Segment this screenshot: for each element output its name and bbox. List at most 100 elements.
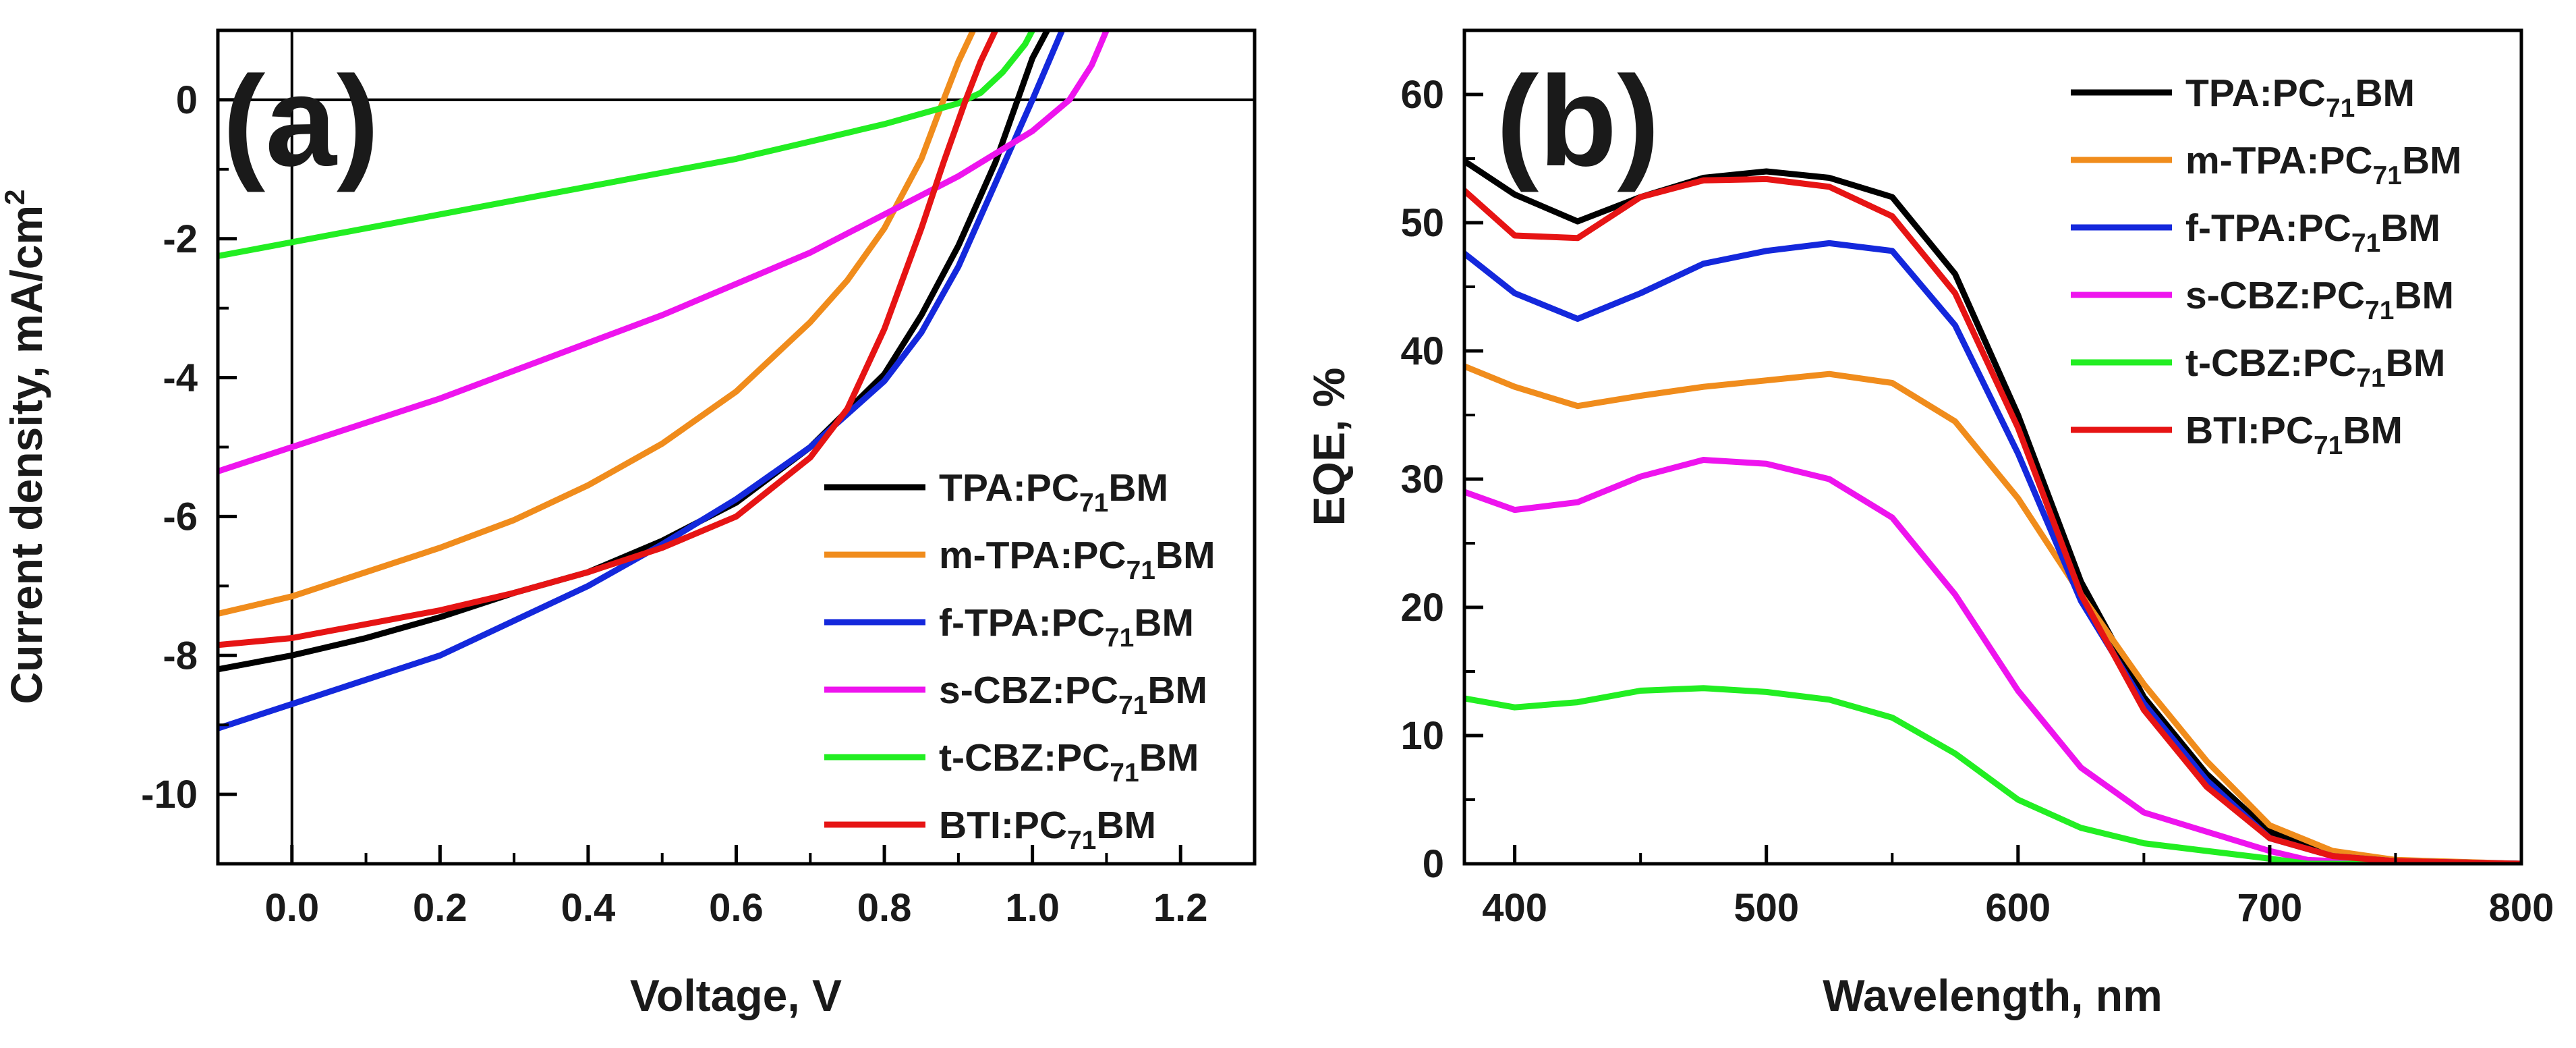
x-tick-label: 800 xyxy=(2489,886,2554,930)
y-axis-title: Current density, mA/cm2 xyxy=(0,190,51,705)
legend-label-main: TPA:PC xyxy=(939,466,1079,509)
legend-label-subscript: 71 xyxy=(1079,489,1108,518)
legend-label-BTI:PC71BM: BTI:PC71BM xyxy=(2185,409,2403,460)
series-line-BTI:PC71BM xyxy=(1464,175,2521,864)
y-tick-label: -8 xyxy=(163,634,198,678)
legend-label-tail: BM xyxy=(2386,341,2446,385)
chart-panel-a: 0.0 0.2 0.4 0.6 0.8 1.0 1.2 0 -2 -4 -6 -8 -10 Voltage… xyxy=(0,28,1257,1020)
series-line-m-TPA:PC71BM xyxy=(218,30,977,617)
legend-label-main: s-CBZ:PC xyxy=(939,669,1118,712)
y-tick-label: 30 xyxy=(1400,458,1444,501)
legend-label-main: m-TPA:PC xyxy=(939,534,1126,577)
y-tick-label: 40 xyxy=(1400,329,1444,373)
legend-label-tail: BM xyxy=(2355,72,2415,115)
legend-label-subscript: 71 xyxy=(2351,229,2380,258)
panel-label: (b) xyxy=(1496,50,1660,193)
y-tick-label: 10 xyxy=(1400,714,1444,758)
legend: TPA:PC71BMm-TPA:PC71BMf-TPA:PC71BMs-CBZ:… xyxy=(824,466,1215,855)
legend-label-f-TPA:PC71BM: f-TPA:PC71BM xyxy=(2185,206,2440,258)
legend-label-subscript: 71 xyxy=(2314,431,2343,460)
series-line-t-CBZ:PC71BM xyxy=(1464,685,2521,864)
legend-label-t-CBZ:PC71BM: t-CBZ:PC71BM xyxy=(2185,341,2445,393)
legend: TPA:PC71BMm-TPA:PC71BMf-TPA:PC71BMs-CBZ:… xyxy=(2071,72,2462,460)
x-axis-title: Voltage, V xyxy=(630,970,842,1020)
y-tick-label: 20 xyxy=(1400,586,1444,630)
x-tick-label: 0.0 xyxy=(264,886,319,930)
legend-label-m-TPA:PC71BM: m-TPA:PC71BM xyxy=(2185,139,2462,190)
legend-label-main: f-TPA:PC xyxy=(939,601,1105,644)
series-group xyxy=(1464,158,2521,864)
legend-label-t-CBZ:PC71BM: t-CBZ:PC71BM xyxy=(939,736,1199,788)
legend-label-s-CBZ:PC71BM: s-CBZ:PC71BM xyxy=(2185,274,2454,325)
series-line-m-TPA:PC71BM xyxy=(1464,363,2521,864)
y-tick-label: -4 xyxy=(163,356,198,400)
legend-label-tail: BM xyxy=(1134,601,1194,644)
x-tick-label: 700 xyxy=(2237,886,2303,930)
legend-label-s-CBZ:PC71BM: s-CBZ:PC71BM xyxy=(939,669,1207,720)
y-tick-label: -6 xyxy=(163,495,198,539)
legend-label-subscript: 71 xyxy=(2356,364,2385,393)
y-tick-label: 0 xyxy=(1423,842,1444,886)
legend-label-tail: BM xyxy=(2402,139,2462,182)
x-tick-label: 0.8 xyxy=(857,886,912,930)
legend-label-subscript: 71 xyxy=(1118,691,1147,720)
legend-label-tail: BM xyxy=(2380,206,2440,250)
series-line-TPA:PC71BM xyxy=(1464,158,2521,864)
x-axis-title: Wavelength, nm xyxy=(1823,970,2163,1020)
series-line-s-CBZ:PC71BM xyxy=(1464,457,2521,864)
x-tick-label: 1.2 xyxy=(1153,886,1208,930)
y-axis-title-text: Current density, mA/cm xyxy=(1,205,51,705)
legend-label-tail: BM xyxy=(1096,804,1156,847)
legend-label-subscript: 71 xyxy=(1126,556,1155,585)
legend-label-main: m-TPA:PC xyxy=(2185,139,2373,182)
x-tick-label: 400 xyxy=(1482,886,1547,930)
x-tick-label: 1.0 xyxy=(1005,886,1060,930)
legend-label-TPA:PC71BM: TPA:PC71BM xyxy=(2185,72,2415,123)
series-line-s-CBZ:PC71BM xyxy=(218,30,1110,474)
legend-label-m-TPA:PC71BM: m-TPA:PC71BM xyxy=(939,534,1215,585)
legend-label-TPA:PC71BM: TPA:PC71BM xyxy=(939,466,1168,518)
legend-label-tail: BM xyxy=(2394,274,2454,317)
axes-frame xyxy=(1462,28,2523,866)
y-tick-label: 0 xyxy=(176,78,198,122)
chart-panel-b: 400 500 600 700 800 0 10 20 30 40 50 60 Wavelength, … xyxy=(1304,28,2554,1020)
legend-label-subscript: 71 xyxy=(2373,161,2402,190)
series-line-BTI:PC71BM xyxy=(218,30,999,649)
legend-label-tail: BM xyxy=(1108,466,1168,509)
y-tick-label: 50 xyxy=(1400,201,1444,245)
legend-label-main: t-CBZ:PC xyxy=(2185,341,2356,385)
legend-label-main: s-CBZ:PC xyxy=(2185,274,2365,317)
legend-label-subscript: 71 xyxy=(2326,94,2355,123)
y-axis-title-superscript: 2 xyxy=(0,190,30,205)
y-axis-title: EQE, % xyxy=(1304,368,1354,526)
x-tick-label: 0.4 xyxy=(561,886,616,930)
x-tick-label: 0.6 xyxy=(709,886,764,930)
x-tick-label: 0.2 xyxy=(413,886,467,930)
legend-label-subscript: 71 xyxy=(1110,759,1139,788)
x-tick-label: 600 xyxy=(1985,886,2051,930)
legend-label-tail: BM xyxy=(1139,736,1199,779)
legend-label-subscript: 71 xyxy=(2365,296,2394,325)
legend-label-BTI:PC71BM: BTI:PC71BM xyxy=(939,804,1156,855)
legend-label-f-TPA:PC71BM: f-TPA:PC71BM xyxy=(939,601,1194,653)
series-line-t-CBZ:PC71BM xyxy=(218,30,1036,259)
legend-label-tail: BM xyxy=(1147,669,1207,712)
x-tick-label: 500 xyxy=(1734,886,1799,930)
legend-label-main: f-TPA:PC xyxy=(2185,206,2351,250)
legend-label-tail: BM xyxy=(2343,409,2403,452)
legend-label-subscript: 71 xyxy=(1105,624,1134,653)
y-tick-label: -10 xyxy=(141,773,198,817)
legend-label-main: TPA:PC xyxy=(2185,72,2326,115)
legend-label-main: t-CBZ:PC xyxy=(939,736,1110,779)
legend-label-main: BTI:PC xyxy=(2185,409,2314,452)
y-tick-label: 60 xyxy=(1400,73,1444,117)
y-axis-title-text: EQE, % xyxy=(1304,368,1354,526)
panel-label: (a) xyxy=(223,50,379,193)
series-group xyxy=(218,30,1110,732)
y-tick-label: -2 xyxy=(163,217,198,261)
legend-label-tail: BM xyxy=(1155,534,1215,577)
legend-label-subscript: 71 xyxy=(1067,826,1096,855)
legend-label-main: BTI:PC xyxy=(939,804,1067,847)
